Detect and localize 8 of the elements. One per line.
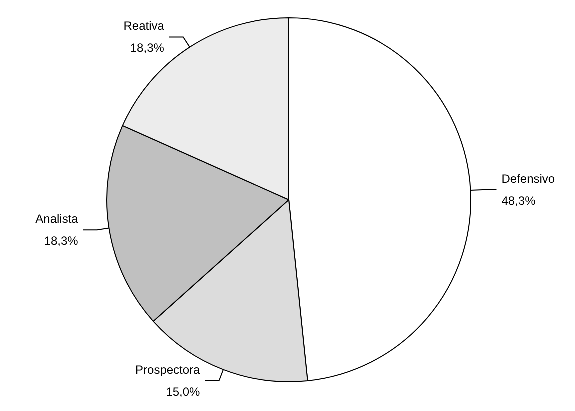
slice-label: Reativa xyxy=(124,19,165,34)
data-label: 15,0% xyxy=(166,385,201,400)
slice-label: Defensivo xyxy=(502,172,556,186)
slice-label: Analista xyxy=(36,212,79,226)
slice-label: Prospectora xyxy=(136,363,201,378)
data-label: 18,3% xyxy=(130,41,165,56)
data-label: 18,3% xyxy=(44,234,79,248)
data-label: 48,3% xyxy=(502,194,536,208)
